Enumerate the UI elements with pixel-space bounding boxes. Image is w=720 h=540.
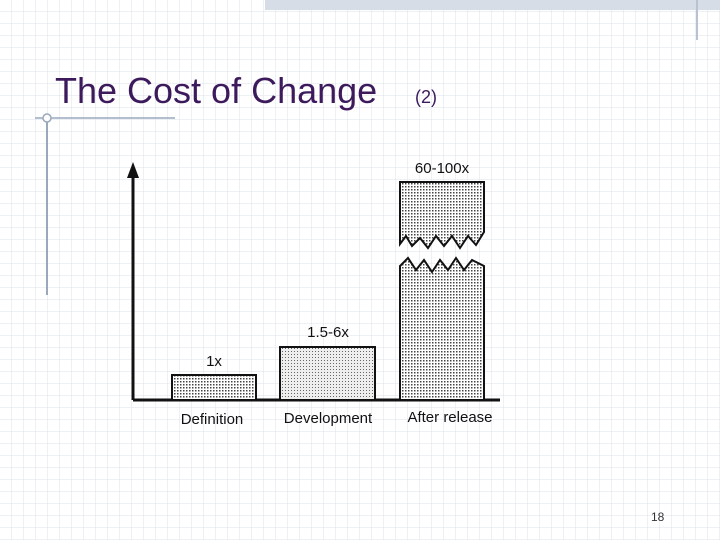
bar — [279, 346, 376, 401]
slide-title: The Cost of Change — [55, 70, 377, 111]
bar — [171, 374, 257, 401]
bar-label: 60-100x — [415, 160, 470, 177]
category-label: Definition — [181, 411, 244, 428]
top-band — [265, 0, 720, 10]
category-label: Development — [284, 410, 373, 427]
bar-label: 1.5-6x — [307, 324, 349, 341]
figure: 1x 1.5-6x 60-100x Definition Development… — [127, 160, 500, 428]
category-label: After release — [407, 409, 492, 426]
bar-label: 1x — [206, 353, 222, 370]
page-number: 18 — [651, 510, 665, 524]
bar-bottom — [399, 256, 485, 401]
bar-top — [399, 181, 485, 250]
title-note: (2) — [415, 87, 437, 107]
deco-dot — [42, 113, 52, 123]
axis-arrow — [127, 162, 139, 178]
